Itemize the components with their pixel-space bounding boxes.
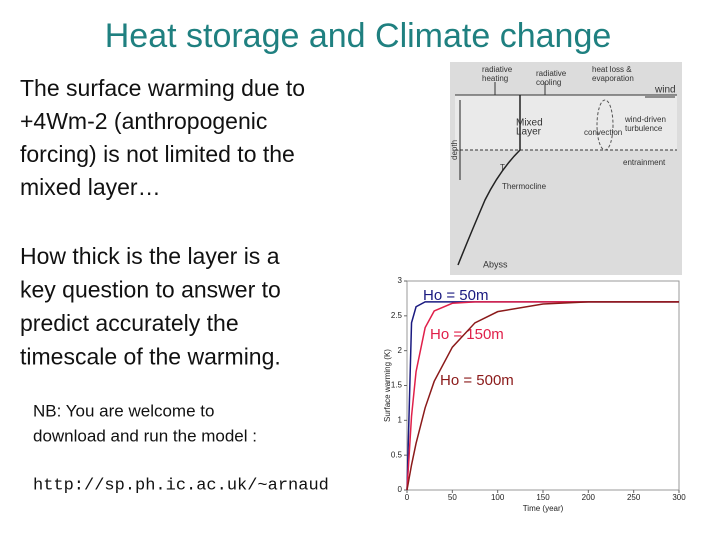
diagram-label: turbulence: [625, 124, 663, 133]
url: http://sp.ph.ic.ac.uk/~arnaud: [33, 476, 329, 495]
title: Heat storage and Climate change: [105, 17, 612, 55]
series-label: Ho = 500m: [440, 372, 514, 389]
y-tick-label: 3: [398, 276, 403, 285]
diagram-label: convection: [584, 128, 622, 137]
paragraph-line: +4Wm-2 (anthropogenic: [20, 108, 267, 134]
paragraph-line: How thick is the layer is a: [20, 243, 280, 269]
paragraph-line: The surface warming due to: [20, 75, 305, 101]
diagram-label: Mixed: [516, 118, 543, 129]
y-axis-label: Surface warming (K): [383, 349, 392, 422]
diagram-label: wind-driven: [624, 115, 666, 124]
paragraph-line: key question to answer to: [20, 277, 281, 303]
paragraph-line: forcing) is not limited to the: [20, 141, 295, 167]
y-tick-label: 1: [398, 415, 403, 424]
y-tick-label: 0.5: [391, 450, 403, 459]
diagram-background: [450, 62, 682, 275]
series-line: [406, 301, 679, 491]
diagram-label: depth: [450, 140, 459, 160]
x-tick-label: 150: [536, 493, 550, 502]
note-line: download and run the model :: [33, 426, 257, 445]
x-tick-label: 0: [405, 493, 410, 502]
x-axis-label: Time (year): [523, 504, 564, 513]
series-label: Ho = 50m: [423, 287, 488, 304]
series-label: Ho = 150m: [430, 326, 504, 343]
x-tick-label: 200: [582, 493, 596, 502]
diagram-label: Thermocline: [502, 182, 547, 191]
paragraph-line: predict accurately the: [20, 310, 239, 336]
mixed-layer-box: [455, 95, 677, 150]
diagram-label: T: [500, 163, 505, 172]
x-tick-label: 100: [491, 493, 505, 502]
diagram-label: heating: [482, 74, 508, 83]
diagram-label: cooling: [536, 78, 561, 87]
diagram-label: wind: [654, 85, 676, 96]
y-tick-label: 0: [398, 485, 403, 494]
paragraph-line: timescale of the warming.: [20, 344, 281, 370]
diagram-label: heat loss &: [592, 65, 632, 74]
x-tick-label: 50: [448, 493, 457, 502]
diagram-label: evaporation: [592, 74, 634, 83]
x-tick-label: 300: [672, 493, 686, 502]
diagram-label: Abyss: [483, 259, 508, 269]
y-tick-label: 2: [398, 346, 403, 355]
note-line: NB: You are welcome to: [33, 401, 214, 420]
convection-loop: [596, 99, 614, 151]
plot-area: [406, 280, 680, 491]
paragraph-line: mixed layer…: [20, 174, 161, 200]
diagram-label: entrainment: [623, 158, 666, 167]
x-tick-label: 250: [627, 493, 641, 502]
diagram-label: Layer: [516, 127, 542, 138]
diagram-label: radiative: [536, 69, 567, 78]
y-tick-label: 1.5: [391, 381, 403, 390]
temperature-profile: [457, 95, 521, 266]
diagram-label: radiative: [482, 65, 513, 74]
y-tick-label: 2.5: [391, 311, 403, 320]
